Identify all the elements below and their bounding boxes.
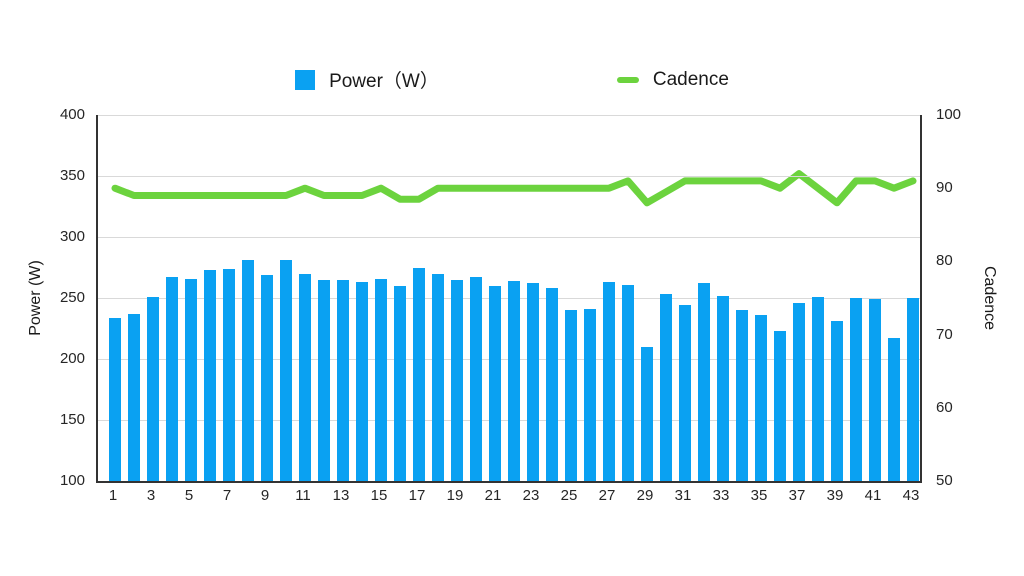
xtick-23: 23	[522, 487, 540, 504]
xtick-11: 11	[295, 487, 311, 504]
left-ytick-400: 400	[59, 106, 85, 123]
power-bar-18	[432, 273, 444, 481]
left-ytick-200: 200	[59, 350, 85, 367]
power-bar-2	[128, 313, 140, 481]
gridline	[98, 237, 920, 238]
right-ytick-60: 60	[936, 399, 953, 416]
xtick-25: 25	[560, 487, 578, 504]
xtick-17: 17	[408, 487, 426, 504]
xtick-43: 43	[902, 487, 920, 504]
power-bar-29	[641, 346, 653, 481]
power-bar-28	[622, 284, 634, 481]
cadence-line	[111, 170, 917, 207]
left-ytick-350: 350	[59, 167, 85, 184]
xtick-33: 33	[712, 487, 730, 504]
chart-legend: Power（W） Cadence	[0, 66, 1024, 93]
legend-cadence-label: Cadence	[652, 68, 729, 90]
power-bar-1	[109, 317, 121, 481]
xtick-35: 35	[750, 487, 768, 504]
power-bar-14	[356, 282, 368, 481]
legend-item-power: Power（W）	[295, 66, 439, 93]
right-ytick-100: 100	[936, 106, 962, 123]
legend-item-cadence: Cadence	[616, 68, 729, 91]
power-bar-16	[394, 285, 406, 481]
power-bar-21	[489, 285, 501, 481]
power-bar-20	[470, 277, 482, 481]
legend-power-label: Power（W）	[329, 71, 439, 92]
right-ytick-50: 50	[936, 472, 953, 489]
xtick-37: 37	[788, 487, 806, 504]
power-bar-10	[280, 260, 292, 481]
xtick-41: 41	[864, 487, 882, 504]
power-bar-31	[679, 305, 691, 481]
xtick-29: 29	[636, 487, 654, 504]
gridline	[98, 115, 920, 116]
left-ytick-100: 100	[59, 472, 85, 489]
power-bar-12	[318, 279, 330, 481]
xtick-15: 15	[370, 487, 388, 504]
power-bar-5	[185, 278, 197, 481]
power-bar-11	[299, 273, 311, 481]
power-bar-9	[261, 274, 273, 481]
power-bar-3	[147, 296, 159, 481]
power-bar-38	[812, 296, 824, 481]
power-bar-15	[375, 278, 387, 481]
power-bar-7	[223, 268, 235, 481]
power-bar-39	[831, 321, 843, 481]
power-bar-19	[451, 279, 463, 481]
xtick-31: 31	[674, 487, 692, 504]
power-bar-22	[508, 280, 520, 481]
xtick-19: 19	[446, 487, 464, 504]
xtick-7: 7	[222, 487, 232, 504]
power-bar-37	[793, 302, 805, 481]
power-bar-35	[755, 315, 767, 481]
right-ytick-70: 70	[936, 326, 953, 343]
power-bar-8	[242, 260, 254, 481]
power-swatch-icon	[295, 69, 316, 90]
power-bar-42	[888, 338, 900, 481]
power-bar-4	[166, 277, 178, 481]
gridline	[98, 176, 920, 177]
right-ytick-90: 90	[936, 179, 953, 196]
power-bar-34	[736, 310, 748, 481]
power-bar-6	[204, 269, 216, 481]
xtick-5: 5	[184, 487, 194, 504]
power-bar-26	[584, 309, 596, 481]
xtick-21: 21	[484, 487, 502, 504]
power-bar-36	[774, 330, 786, 481]
xtick-39: 39	[826, 487, 844, 504]
power-bar-17	[413, 267, 425, 481]
power-bar-24	[546, 288, 558, 481]
xtick-13: 13	[332, 487, 350, 504]
power-bar-27	[603, 282, 615, 481]
xtick-27: 27	[598, 487, 616, 504]
right-axis-title: Cadence	[981, 265, 998, 331]
plot-area	[96, 115, 922, 483]
power-bar-13	[337, 279, 349, 481]
power-bar-23	[527, 283, 539, 481]
xtick-1: 1	[108, 487, 118, 504]
left-ytick-300: 300	[59, 228, 85, 245]
left-ytick-150: 150	[59, 411, 85, 428]
xtick-9: 9	[260, 487, 270, 504]
power-bar-30	[660, 294, 672, 481]
left-ytick-250: 250	[59, 289, 85, 306]
power-bar-32	[698, 283, 710, 481]
power-bar-33	[717, 295, 729, 481]
power-bar-25	[565, 310, 577, 481]
power-bar-40	[850, 298, 862, 481]
power-bar-43	[907, 298, 919, 481]
cadence-swatch-icon	[616, 76, 639, 83]
xtick-3: 3	[146, 487, 156, 504]
power-bar-41	[869, 299, 881, 481]
right-ytick-80: 80	[936, 252, 953, 269]
